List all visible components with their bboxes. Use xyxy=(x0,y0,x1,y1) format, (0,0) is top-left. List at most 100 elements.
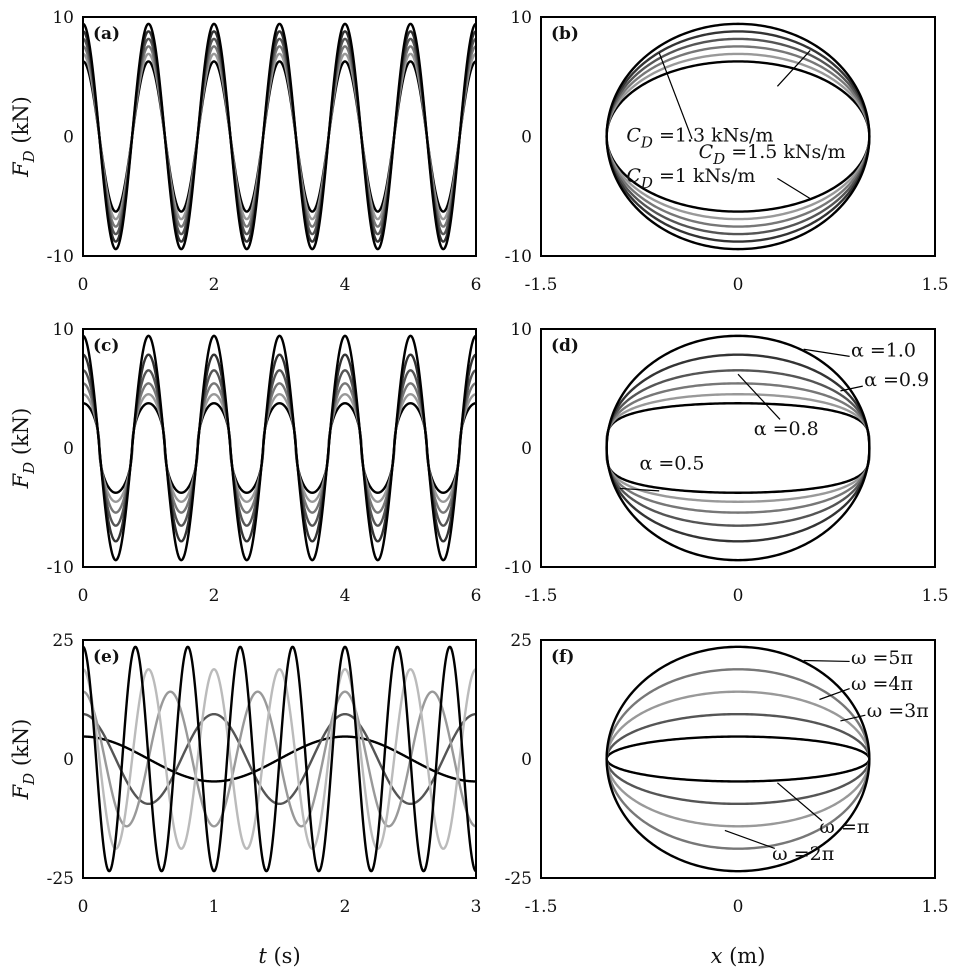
series-line-1 xyxy=(605,402,871,494)
x-tick-label: 2 xyxy=(340,897,351,917)
y-tick-label: 0 xyxy=(521,750,532,770)
y-tick-label: 25 xyxy=(510,631,532,651)
annotation-label: ω =π xyxy=(819,816,869,838)
y-tick-label: -10 xyxy=(505,558,532,578)
series-line-2 xyxy=(605,52,871,221)
x-tick-label: 3 xyxy=(471,897,482,917)
series-line-6 xyxy=(83,22,476,251)
annotation-leader xyxy=(619,487,660,492)
annotation-leader xyxy=(724,829,775,850)
series-line-5 xyxy=(605,353,871,543)
x-tick-label: 1.5 xyxy=(921,586,948,606)
series-line-4 xyxy=(83,37,476,236)
x-axis-title: x (m) xyxy=(711,944,766,968)
annotation-label: CD =1 kNs/m xyxy=(626,165,755,192)
y-tick-label: 10 xyxy=(510,8,532,28)
y-tick-label: 10 xyxy=(510,320,532,340)
series-line-4 xyxy=(83,369,476,527)
plot-frame xyxy=(82,328,477,568)
annotation-leader xyxy=(737,373,781,420)
y-axis-title: FD (kN) xyxy=(9,408,38,490)
annotation-leader xyxy=(658,52,693,140)
series-line-4 xyxy=(83,668,476,850)
panel-label: (e) xyxy=(93,647,120,667)
annotation-leader xyxy=(777,177,811,200)
x-tick-label: 4 xyxy=(340,275,351,295)
series-line-5 xyxy=(83,30,476,243)
panel-label: (f) xyxy=(551,647,574,667)
annotation-label: α =0.5 xyxy=(640,452,705,474)
series-line-3 xyxy=(83,45,476,228)
panel-label: (d) xyxy=(551,336,579,356)
x-tick-label: -1.5 xyxy=(525,897,558,917)
x-tick-label: 1.5 xyxy=(921,897,948,917)
series-line-5 xyxy=(605,645,871,873)
panel-f: 25 0 -25 -1.5 0 1.5 (f) x (m) ω =5π ω =4π ω =3π ω =… xyxy=(505,631,949,968)
y-tick-label: 0 xyxy=(521,439,532,459)
annotation-leader xyxy=(777,782,823,822)
annotation-label: ω =3π xyxy=(867,700,929,722)
panel-e: 250-250 1 2 3(e)FD (kN)t (s) xyxy=(9,631,481,968)
series-line-4 xyxy=(605,37,871,236)
x-tick-label: -1.5 xyxy=(525,275,558,295)
annotation-leader xyxy=(776,50,811,87)
x-tick-label: 0 xyxy=(733,275,744,295)
annotation-leader xyxy=(819,687,850,701)
x-tick-label: -1.5 xyxy=(525,586,558,606)
y-tick-label: 0 xyxy=(63,128,74,148)
x-tick-label: 6 xyxy=(471,275,482,295)
panel-label: (c) xyxy=(93,336,119,356)
annotation-label: CD =1.5 kNs/m xyxy=(699,141,846,168)
panel-label: (b) xyxy=(551,24,579,44)
annotation-label: ω =2π xyxy=(772,843,834,865)
y-tick-label: -10 xyxy=(505,247,532,267)
y-tick-label: 0 xyxy=(521,128,532,148)
series-line-6 xyxy=(605,334,871,562)
plot-frame xyxy=(82,639,477,879)
panel-b: 10 0 -10 -1.5 0 1.5 (b) CD =1.5 kNs/mCD =1.3 kN… xyxy=(505,8,949,295)
x-tick-label: 1.5 xyxy=(921,275,948,295)
annotation-leader xyxy=(803,348,850,357)
annotation-label: CD =1.3 kNs/m xyxy=(626,124,773,151)
annotation-label: α =0.9 xyxy=(864,369,929,391)
annotation-label: α =1.0 xyxy=(851,339,916,361)
x-tick-label: 0 xyxy=(78,275,89,295)
x-tick-label: 2 xyxy=(209,275,220,295)
series-line-5 xyxy=(83,645,476,873)
panel-c: 100-100 2 4 6(c)FD (kN) xyxy=(9,320,481,606)
panel-a: 100-100 2 4 6(a)FD (kN) xyxy=(9,8,481,295)
y-tick-label: -25 xyxy=(47,869,74,889)
series-line-1 xyxy=(605,735,871,783)
plot-frame xyxy=(540,328,936,568)
y-tick-label: 25 xyxy=(52,631,74,651)
y-tick-label: 0 xyxy=(63,439,74,459)
x-tick-label: 4 xyxy=(340,586,351,606)
series-line-6 xyxy=(83,334,476,562)
annotation-leader xyxy=(840,385,863,392)
x-tick-label: 6 xyxy=(471,586,482,606)
series-line-5 xyxy=(83,353,476,543)
y-axis-title: FD (kN) xyxy=(9,96,38,178)
annotation-label: ω =5π xyxy=(851,647,913,669)
y-tick-label: -10 xyxy=(47,247,74,267)
plot-frame xyxy=(540,16,936,257)
x-tick-label: 0 xyxy=(78,586,89,606)
x-axis-title: t (s) xyxy=(258,944,300,968)
plot-frame xyxy=(540,639,936,879)
series-line-2 xyxy=(83,393,476,503)
series-line-3 xyxy=(605,382,871,514)
series-line-5 xyxy=(605,30,871,243)
series-line-3 xyxy=(605,45,871,228)
series-line-4 xyxy=(605,369,871,527)
series-line-2 xyxy=(83,52,476,221)
y-tick-label: 10 xyxy=(52,320,74,340)
x-tick-label: 0 xyxy=(733,897,744,917)
y-tick-label: 0 xyxy=(63,750,74,770)
panel-label: (a) xyxy=(93,24,120,44)
y-tick-label: -25 xyxy=(505,869,532,889)
panel-d: 10 0 -10 -1.5 0 1.5 (d) α =1.0 α =0.9 α =0.8 α =0.… xyxy=(505,320,949,606)
series-line-1 xyxy=(83,60,476,213)
y-tick-label: 10 xyxy=(52,8,74,28)
series-line-4 xyxy=(605,668,871,850)
